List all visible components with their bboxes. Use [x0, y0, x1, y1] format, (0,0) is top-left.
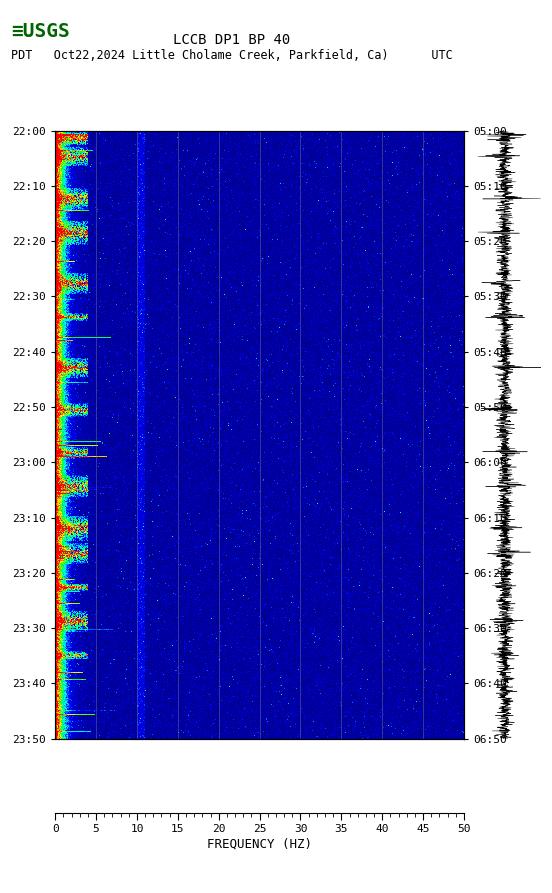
Text: LCCB DP1 BP 40: LCCB DP1 BP 40 [173, 33, 290, 47]
X-axis label: FREQUENCY (HZ): FREQUENCY (HZ) [207, 838, 312, 850]
Text: ≡USGS: ≡USGS [11, 22, 70, 41]
Text: PDT   Oct22,2024 Little Cholame Creek, Parkfield, Ca)      UTC: PDT Oct22,2024 Little Cholame Creek, Par… [11, 49, 453, 62]
